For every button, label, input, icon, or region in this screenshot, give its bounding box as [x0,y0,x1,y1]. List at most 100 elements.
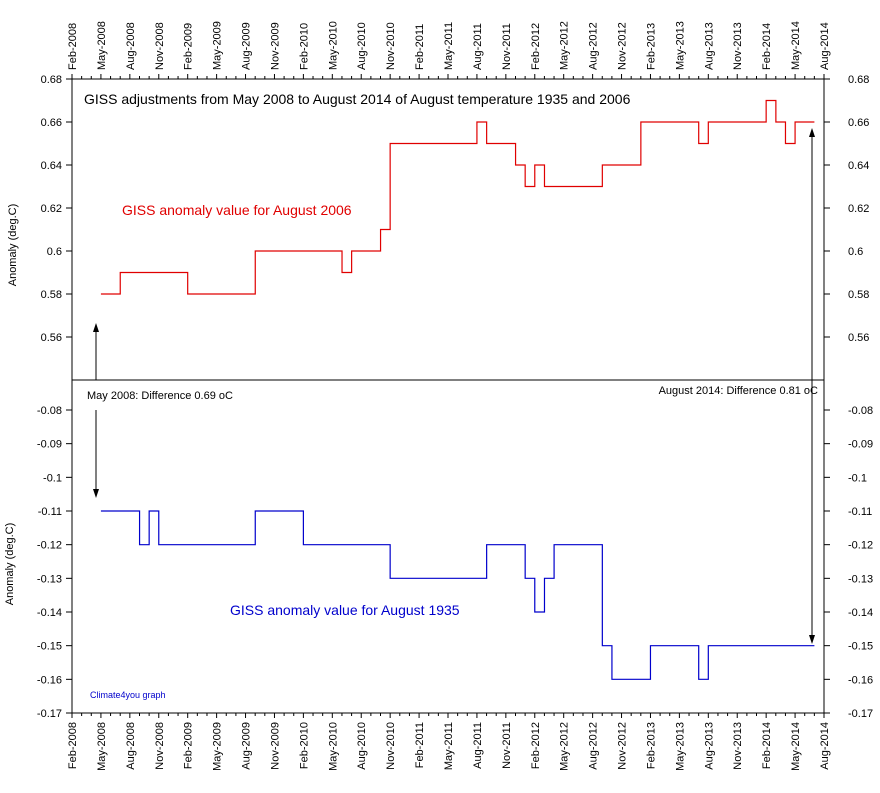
x-tick-label-bottom: May-2008 [96,722,108,771]
chart-title: GISS adjustments from May 2008 to August… [84,91,631,107]
y-tick-label-right: -0.13 [848,573,873,585]
arrow-august-2014-top-head [809,128,815,137]
x-tick-label-bottom: Feb-2009 [183,722,195,769]
y-tick-label-right: -0.17 [848,708,873,720]
x-tick-label-top: May-2012 [559,21,571,70]
y-tick-label-left: -0.13 [37,573,62,585]
y-tick-label-left: -0.12 [37,540,62,552]
x-tick-label-bottom: Feb-2013 [645,722,657,769]
x-tick-label-bottom: May-2010 [327,722,339,771]
x-tick-label-bottom: Aug-2011 [472,722,484,769]
x-tick-label-bottom: Feb-2012 [530,722,542,769]
x-tick-label-top: May-2011 [443,22,455,70]
y-tick-label-right: -0.08 [848,405,873,417]
arrow-may-2008-down-head [93,489,99,498]
x-tick-label-bottom: May-2014 [790,722,802,771]
x-tick-label-top: May-2013 [674,21,686,70]
x-tick-label-bottom: May-2012 [559,722,571,771]
y-tick-label-left: 0.64 [41,160,62,172]
x-tick-label-top: May-2010 [327,21,339,70]
y-tick-label-right: -0.16 [848,674,873,686]
x-tick-label-top: Feb-2011 [414,24,426,70]
y-tick-label-right: -0.1 [848,472,867,484]
y-axis-upper: 0.68 0.68 0.66 0.66 0.64 0.64 0.62 0.62 0.6 0.6 0.… [41,74,870,344]
y-tick-label-right: -0.14 [848,607,873,619]
y-tick-label-left: 0.68 [41,74,62,86]
x-tick-label-bottom: Nov-2013 [732,722,744,770]
y-tick-label-right: 0.68 [848,74,869,86]
series-label-august-1935: GISS anomaly value for August 1935 [230,602,460,618]
x-tick-label-bottom: Aug-2012 [588,722,600,770]
y-tick-label-right: 0.64 [848,160,869,172]
series-line-august-2006 [100,99,815,295]
y-axis-label-upper: Anomaly (deg.C) [7,204,19,287]
arrow-august-2014-bottom-head [809,635,815,644]
y-axis-lower: -0.08 -0.08 -0.09 -0.09 -0.1 -0.1 -0.11 -0.11 -0… [37,405,873,720]
x-tick-label-top: Nov-2009 [269,22,281,70]
x-axis-ticks: Feb-2008 Feb-2008 May-2008 May-2008 Aug-2008… [67,21,831,771]
y-tick-label-left: 0.62 [41,203,62,215]
x-tick-label-top: Aug-2014 [819,22,831,70]
y-axis-label-lower: Anomaly (deg.C) [4,523,16,606]
arrow-may-2008-up-head [93,323,99,332]
x-tick-label-bottom: Feb-2011 [414,722,426,768]
x-tick-label-top: Feb-2008 [67,23,79,70]
y-tick-label-left: -0.09 [37,439,62,451]
x-tick-label-top: May-2014 [790,21,802,70]
x-tick-label-bottom: Aug-2013 [703,722,715,770]
y-tick-label-left: -0.17 [37,708,62,720]
x-tick-label-top: Aug-2011 [472,23,484,70]
x-tick-label-bottom: Aug-2009 [241,722,253,770]
x-tick-label-top: Aug-2012 [588,22,600,70]
x-tick-label-top: May-2008 [96,21,108,70]
x-tick-label-bottom: Feb-2008 [67,722,79,769]
x-tick-label-top: May-2009 [212,21,224,70]
y-tick-label-left: 0.6 [47,246,62,258]
y-tick-label-left: 0.66 [41,117,62,129]
credit-label: Climate4you graph [90,690,166,700]
x-tick-label-bottom: Nov-2012 [617,722,629,770]
x-tick-label-bottom: Aug-2010 [356,722,368,770]
y-tick-label-left: 0.56 [41,332,62,344]
x-tick-label-top: Nov-2011 [501,23,513,70]
x-tick-label-top: Nov-2013 [732,22,744,70]
x-tick-label-bottom: Nov-2010 [385,722,397,770]
x-tick-label-top: Feb-2009 [183,23,195,70]
annotation-august-2014: August 2014: Difference 0.81 oC [659,385,818,397]
x-tick-label-bottom: Nov-2009 [269,722,281,770]
x-tick-label-top: Aug-2008 [125,22,137,70]
x-tick-label-bottom: May-2011 [443,722,455,770]
x-tick-label-bottom: May-2009 [212,722,224,771]
y-tick-label-left: -0.15 [37,641,62,653]
y-tick-label-left: 0.58 [41,289,62,301]
x-tick-label-bottom: Feb-2014 [761,722,773,769]
y-tick-label-right: 0.66 [848,117,869,129]
series-august-1935 [100,510,815,680]
y-tick-label-left: -0.11 [38,506,62,518]
x-tick-label-top: Feb-2014 [761,23,773,70]
x-tick-label-bottom: Feb-2010 [298,722,310,769]
x-tick-label-bottom: Nov-2008 [154,722,166,770]
y-tick-label-left: -0.1 [43,472,62,484]
annotation-may-2008: May 2008: Difference 0.69 oC [87,390,233,402]
y-tick-label-right: -0.09 [848,439,873,451]
y-tick-label-right: -0.12 [848,540,873,552]
y-tick-label-right: -0.11 [848,506,872,518]
x-tick-label-top: Nov-2010 [385,22,397,70]
series-august-2006 [100,99,815,295]
x-tick-label-top: Nov-2012 [617,22,629,70]
y-tick-label-right: 0.58 [848,289,869,301]
x-tick-label-top: Feb-2010 [298,23,310,70]
y-tick-label-right: 0.62 [848,203,869,215]
y-tick-label-left: -0.16 [37,674,62,686]
y-tick-label-left: -0.08 [37,405,62,417]
x-tick-label-top: Aug-2010 [356,22,368,70]
x-tick-label-top: Aug-2013 [703,22,715,70]
y-tick-label-right: 0.6 [848,246,863,258]
series-label-august-2006: GISS anomaly value for August 2006 [122,202,352,218]
x-tick-label-bottom: May-2013 [674,722,686,771]
x-tick-label-top: Aug-2009 [241,22,253,70]
series-line-august-1935 [100,510,815,680]
x-tick-label-top: Feb-2013 [645,23,657,70]
